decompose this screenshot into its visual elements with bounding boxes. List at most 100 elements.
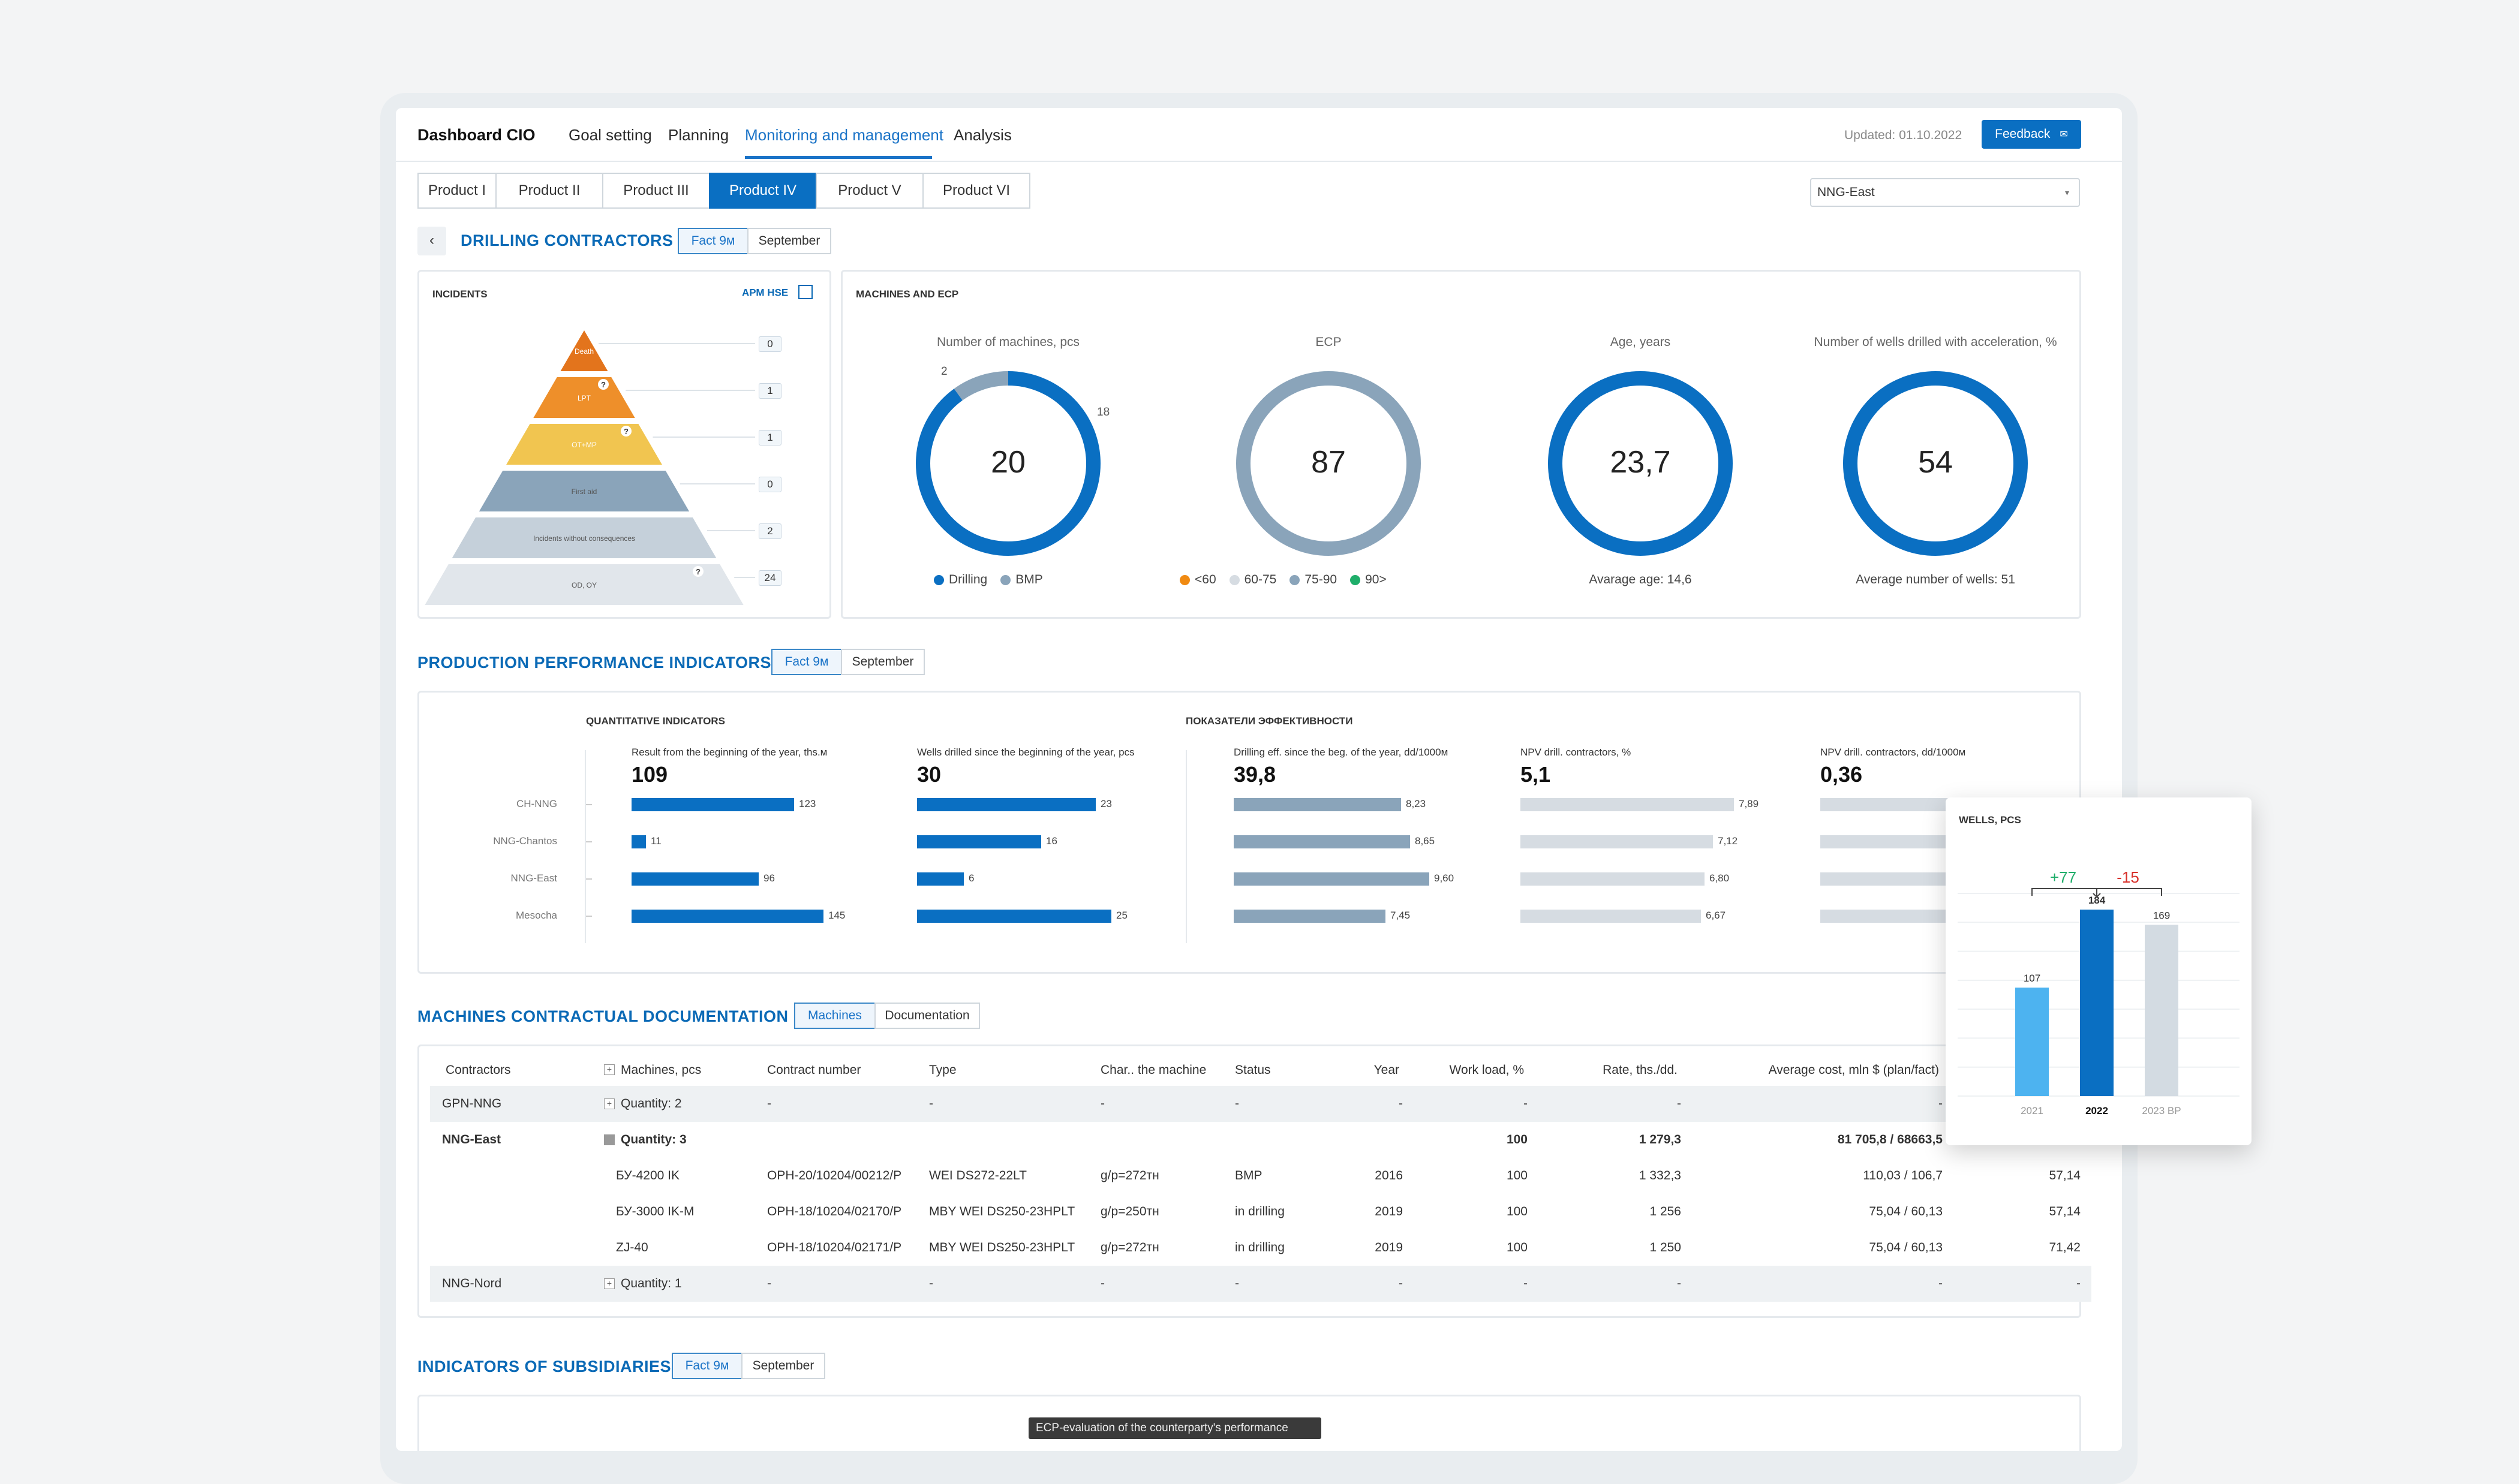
subsidiaries-toggle-september[interactable]: September xyxy=(741,1353,825,1379)
doc-toggle-documentation[interactable]: Documentation xyxy=(874,1003,980,1029)
table-header-cell[interactable]: Status xyxy=(1235,1063,1271,1077)
pyramid-level[interactable] xyxy=(479,471,690,511)
indicator-bar-value: 96 xyxy=(763,872,775,884)
expand-icon[interactable]: + xyxy=(604,1278,615,1289)
indicator-bar-value: 25 xyxy=(1116,910,1128,921)
table-cell: 1 279,3 xyxy=(1639,1133,1681,1146)
nav-goal-setting[interactable]: Goal setting xyxy=(569,126,652,144)
table-row[interactable]: NNG-East Quantity: 3 100 1 279,3 81 705,8 / … xyxy=(430,1122,2091,1158)
production-toggle-fact[interactable]: Fact 9м xyxy=(771,649,842,675)
table-cell: 57,14 xyxy=(2049,1205,2081,1218)
indicator-bar-value: 6 xyxy=(969,872,975,884)
donut-chart xyxy=(916,371,1101,556)
expand-all-icon[interactable]: + xyxy=(604,1064,615,1075)
indicator-bar[interactable] xyxy=(632,872,759,886)
indicator-bar[interactable] xyxy=(1234,872,1429,886)
table-cell: 100 xyxy=(1506,1205,1528,1218)
donut-slice[interactable] xyxy=(1236,371,1421,556)
help-icon[interactable]: ? xyxy=(621,426,632,437)
donut-legend: <60 60-75 75-90 90> xyxy=(1180,573,1387,587)
table-header-cell[interactable]: Char.. the machine xyxy=(1101,1063,1207,1077)
wells-bar[interactable] xyxy=(2080,910,2114,1096)
wells-bar[interactable] xyxy=(2015,988,2049,1096)
pyramid-level[interactable] xyxy=(560,330,608,371)
indicator-bar[interactable] xyxy=(1520,910,1701,923)
hse-link[interactable]: АРМ HSE xyxy=(742,285,813,300)
donut-slice[interactable] xyxy=(1548,371,1733,556)
table-cell: 75,04 / 60,13 xyxy=(1869,1205,1943,1218)
table-row[interactable]: GPN-NNG + Quantity: 2 - - - - - - - - xyxy=(430,1086,2091,1122)
table-header-cell[interactable]: Type xyxy=(929,1063,957,1077)
svg-text:?: ? xyxy=(601,380,606,389)
legend-dot-icon xyxy=(934,574,944,585)
expand-icon[interactable]: + xyxy=(604,1098,615,1109)
indicator-bar[interactable] xyxy=(632,910,823,923)
pyramid-level[interactable] xyxy=(533,377,635,418)
indicator-bar[interactable] xyxy=(917,835,1041,848)
incident-count: 1 xyxy=(759,430,781,445)
legend-item: 75-90 xyxy=(1289,573,1337,587)
feedback-button[interactable]: Feedback ✉ xyxy=(1982,120,2081,149)
donut-value: 23,7 xyxy=(1610,445,1671,480)
indicator-bar-value: 7,45 xyxy=(1390,910,1411,921)
table-header-cell[interactable]: Machines, pcs xyxy=(621,1063,702,1077)
nav-planning[interactable]: Planning xyxy=(668,126,729,144)
donut-slice-label: 2 xyxy=(941,365,948,378)
indicator-bar-value: 8,65 xyxy=(1415,835,1435,847)
indicator-bar[interactable] xyxy=(1520,835,1713,848)
donut-title: Age, years xyxy=(1610,335,1671,349)
pyramid-level-label: First aid xyxy=(572,487,597,496)
indicator-bar[interactable] xyxy=(917,910,1111,923)
collapse-icon[interactable] xyxy=(604,1134,615,1145)
nav-monitoring[interactable]: Monitoring and management xyxy=(745,126,943,144)
table-row[interactable]: NNG-Nord + Quantity: 1 - - - - - - - - - xyxy=(430,1266,2091,1302)
dashboard-app: Dashboard CIO Goal setting Planning Moni… xyxy=(396,108,2122,1451)
table-header-cell[interactable]: Average cost, mln $ (plan/fact) xyxy=(1768,1063,1939,1077)
subsidiaries-toggle-fact[interactable]: Fact 9м xyxy=(672,1353,743,1379)
region-select[interactable]: NNG-East ▾ xyxy=(1810,178,2080,207)
table-header-cell[interactable]: Contract number xyxy=(767,1063,861,1077)
donut-title: ECP xyxy=(1315,335,1342,349)
pyramid-level[interactable] xyxy=(452,517,717,558)
nav-divider xyxy=(396,161,2122,162)
indicator-bar[interactable] xyxy=(1234,835,1410,848)
indicator-bar[interactable] xyxy=(917,872,964,886)
tab-product-3[interactable]: Product III xyxy=(602,173,710,209)
donut-slice[interactable] xyxy=(916,371,1101,556)
tab-product-2[interactable]: Product II xyxy=(495,173,603,209)
region-select-value: NNG-East xyxy=(1817,185,1875,199)
table-cell: NNG-Nord xyxy=(442,1277,502,1290)
production-row-label: Mesocha xyxy=(516,910,557,921)
tab-product-6[interactable]: Product VI xyxy=(922,173,1030,209)
tab-product-4[interactable]: Product IV xyxy=(709,173,817,209)
help-icon[interactable]: ? xyxy=(693,566,704,577)
table-row[interactable]: БУ-4200 IK OPH-20/10204/00212/P WEI DS272-… xyxy=(430,1158,2091,1194)
table-header-cell[interactable]: Year xyxy=(1373,1063,1399,1077)
table-cell: 2019 xyxy=(1375,1205,1403,1218)
tab-product-1[interactable]: Product I xyxy=(417,173,497,209)
pyramid-level[interactable] xyxy=(425,564,744,605)
indicator-bar[interactable] xyxy=(632,798,794,811)
drilling-toggle-september[interactable]: September xyxy=(747,228,831,254)
drilling-toggle-fact[interactable]: Fact 9м xyxy=(678,228,749,254)
tab-product-5[interactable]: Product V xyxy=(816,173,924,209)
donut-slice[interactable] xyxy=(1843,371,2028,556)
table-row[interactable]: ZJ-40 OPH-18/10204/02171/P MBY WEI DS250-2… xyxy=(430,1230,2091,1266)
table-header-cell[interactable]: Work load, % xyxy=(1449,1063,1525,1077)
wells-bar[interactable] xyxy=(2145,925,2178,1096)
indicator-bar[interactable] xyxy=(917,798,1096,811)
indicator-bar[interactable] xyxy=(1520,872,1705,886)
indicator-bar[interactable] xyxy=(1520,798,1734,811)
help-icon[interactable]: ? xyxy=(598,379,609,390)
indicator-bar[interactable] xyxy=(1234,910,1385,923)
doc-toggle-machines[interactable]: Machines xyxy=(794,1003,876,1029)
production-toggle-september[interactable]: September xyxy=(841,649,925,675)
table-row[interactable]: БУ-3000 IK-M OPH-18/10204/02170/P MBY WEI … xyxy=(430,1194,2091,1230)
indicator-bar-value: 23 xyxy=(1101,798,1112,809)
nav-analysis[interactable]: Analysis xyxy=(954,126,1012,144)
indicator-bar[interactable] xyxy=(632,835,646,848)
table-header-cell[interactable]: Contractors xyxy=(446,1063,511,1077)
table-header-cell[interactable]: Rate, ths./dd. xyxy=(1603,1063,1678,1077)
back-button[interactable]: ‹ xyxy=(417,227,446,255)
indicator-bar[interactable] xyxy=(1234,798,1401,811)
